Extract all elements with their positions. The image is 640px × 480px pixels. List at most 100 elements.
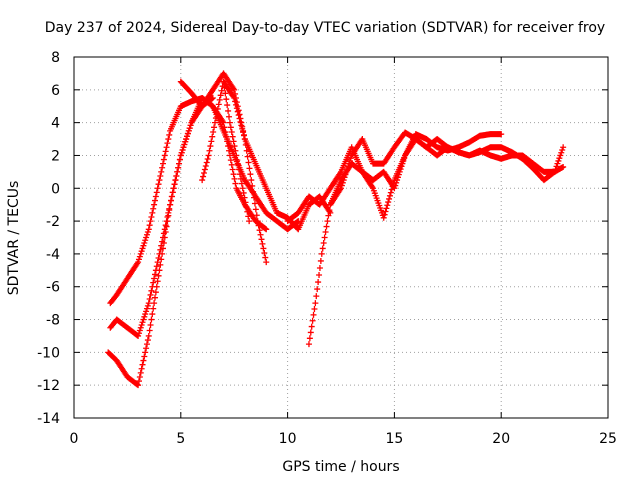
data-point: [246, 218, 253, 225]
data-point: [168, 193, 175, 200]
data-point: [234, 108, 241, 115]
x-tick-label: 5: [176, 431, 185, 447]
data-point: [143, 308, 150, 315]
data-point: [235, 112, 242, 119]
y-tick-label: -4: [46, 247, 60, 263]
data-point: [138, 248, 145, 255]
data-point: [253, 212, 260, 219]
data-point: [555, 157, 562, 164]
data-point: [143, 231, 150, 238]
data-point: [151, 275, 158, 282]
data-point: [165, 136, 172, 143]
data-point: [208, 138, 215, 145]
data-point: [135, 330, 142, 337]
data-point: [347, 155, 354, 162]
data-point: [230, 138, 237, 145]
data-point: [244, 208, 251, 215]
y-tick-label: -2: [46, 214, 60, 230]
data-point: [135, 256, 142, 263]
data-point: [311, 305, 318, 312]
data-point: [318, 250, 325, 257]
data-point: [242, 199, 249, 206]
data-point: [159, 250, 166, 257]
data-point: [176, 160, 183, 167]
data-point: [217, 92, 224, 99]
data-point: [240, 189, 247, 196]
data-point: [235, 161, 242, 168]
data-point: [158, 168, 165, 175]
data-point: [156, 267, 163, 274]
data-point: [310, 311, 317, 318]
data-point: [315, 279, 322, 286]
data-point: [228, 161, 235, 168]
data-point: [237, 118, 244, 125]
data-point: [262, 254, 269, 261]
data-point: [260, 245, 267, 252]
data-point: [145, 226, 152, 233]
data-point: [144, 302, 151, 309]
data-point: [345, 163, 352, 170]
data-point: [236, 115, 243, 122]
data-point: [151, 300, 158, 307]
data-point: [146, 222, 153, 229]
data-point: [165, 212, 172, 219]
data-point: [142, 349, 149, 356]
data-point: [319, 245, 326, 252]
data-point: [206, 147, 213, 154]
data-point: [143, 305, 150, 312]
data-point: [164, 218, 171, 225]
data-point: [231, 143, 238, 150]
data-point: [241, 136, 248, 143]
data-point: [151, 294, 158, 301]
data-point: [214, 105, 221, 112]
data-point: [145, 332, 152, 339]
y-tick-label: 4: [51, 116, 60, 132]
data-point: [151, 197, 158, 204]
data-point: [237, 175, 244, 182]
data-point: [147, 291, 154, 298]
data-point: [220, 78, 227, 85]
data-point: [251, 200, 258, 207]
data-point: [342, 171, 349, 178]
data-point: [222, 90, 229, 97]
x-tick-label: 15: [385, 431, 403, 447]
data-point: [230, 171, 237, 178]
data-point: [218, 87, 225, 94]
data-point: [233, 105, 240, 112]
data-point: [162, 148, 169, 155]
data-point: [239, 125, 246, 132]
data-point: [343, 168, 350, 175]
data-point: [177, 152, 184, 159]
data-point: [338, 182, 345, 189]
data-point: [210, 129, 217, 136]
data-point: [383, 205, 390, 212]
data-point: [254, 218, 261, 225]
data-point: [173, 172, 180, 179]
data-point: [227, 124, 234, 131]
data-point: [160, 160, 166, 167]
data-point: [146, 327, 153, 334]
data-point: [234, 157, 241, 164]
chart-title: Day 237 of 2024, Sidereal Day-to-day VTE…: [45, 20, 605, 36]
y-tick-label: -8: [46, 313, 60, 329]
data-point: [208, 95, 215, 102]
y-tick-label: 6: [51, 83, 60, 99]
data-point: [176, 156, 183, 163]
data-point: [162, 229, 169, 236]
data-point: [251, 194, 258, 201]
data-point: [259, 240, 266, 247]
data-point: [174, 168, 181, 175]
data-point: [233, 152, 240, 159]
data-point: [339, 179, 346, 186]
data-point: [166, 131, 173, 138]
axis-ticks: [73, 56, 609, 419]
data-point: [554, 160, 561, 167]
data-point: [178, 149, 185, 156]
data-point: [155, 181, 162, 188]
data-point: [294, 218, 301, 225]
data-point: [181, 141, 188, 148]
data-point: [211, 124, 218, 131]
data-point: [381, 211, 388, 218]
data-point: [168, 197, 175, 204]
